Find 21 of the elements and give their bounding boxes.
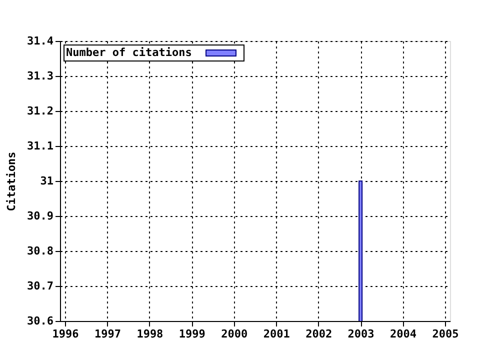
y-tick-label: 31.2 bbox=[27, 104, 54, 118]
x-tick-label: 2002 bbox=[306, 328, 332, 340]
y-tick-label: 30.7 bbox=[27, 280, 54, 292]
y-tick-label: 31.3 bbox=[27, 70, 54, 82]
y-tick-label: 31.4 bbox=[27, 34, 54, 48]
legend-label: Number of citations bbox=[66, 46, 192, 59]
y-axis-title: Citations bbox=[5, 152, 18, 212]
x-tick-label: 2001 bbox=[263, 328, 290, 340]
y-tick-label: 30.9 bbox=[27, 210, 54, 222]
x-tick-label: 2004 bbox=[390, 328, 417, 340]
x-tick-label: 1997 bbox=[94, 328, 121, 340]
x-tick-label: 2000 bbox=[221, 328, 248, 340]
y-tick-label: 30.6 bbox=[27, 314, 54, 328]
x-tick-label: 2005 bbox=[432, 328, 459, 340]
x-tick-label: 1999 bbox=[178, 328, 206, 340]
x-tick-label: 1998 bbox=[136, 328, 164, 340]
y-tick-label: 31.1 bbox=[27, 140, 54, 152]
y-tick-label: 30.8 bbox=[27, 244, 54, 258]
x-tick-label: 1996 bbox=[52, 328, 80, 340]
y-tick-label: 31 bbox=[40, 174, 54, 188]
x-tick-label: 2003 bbox=[348, 328, 374, 340]
